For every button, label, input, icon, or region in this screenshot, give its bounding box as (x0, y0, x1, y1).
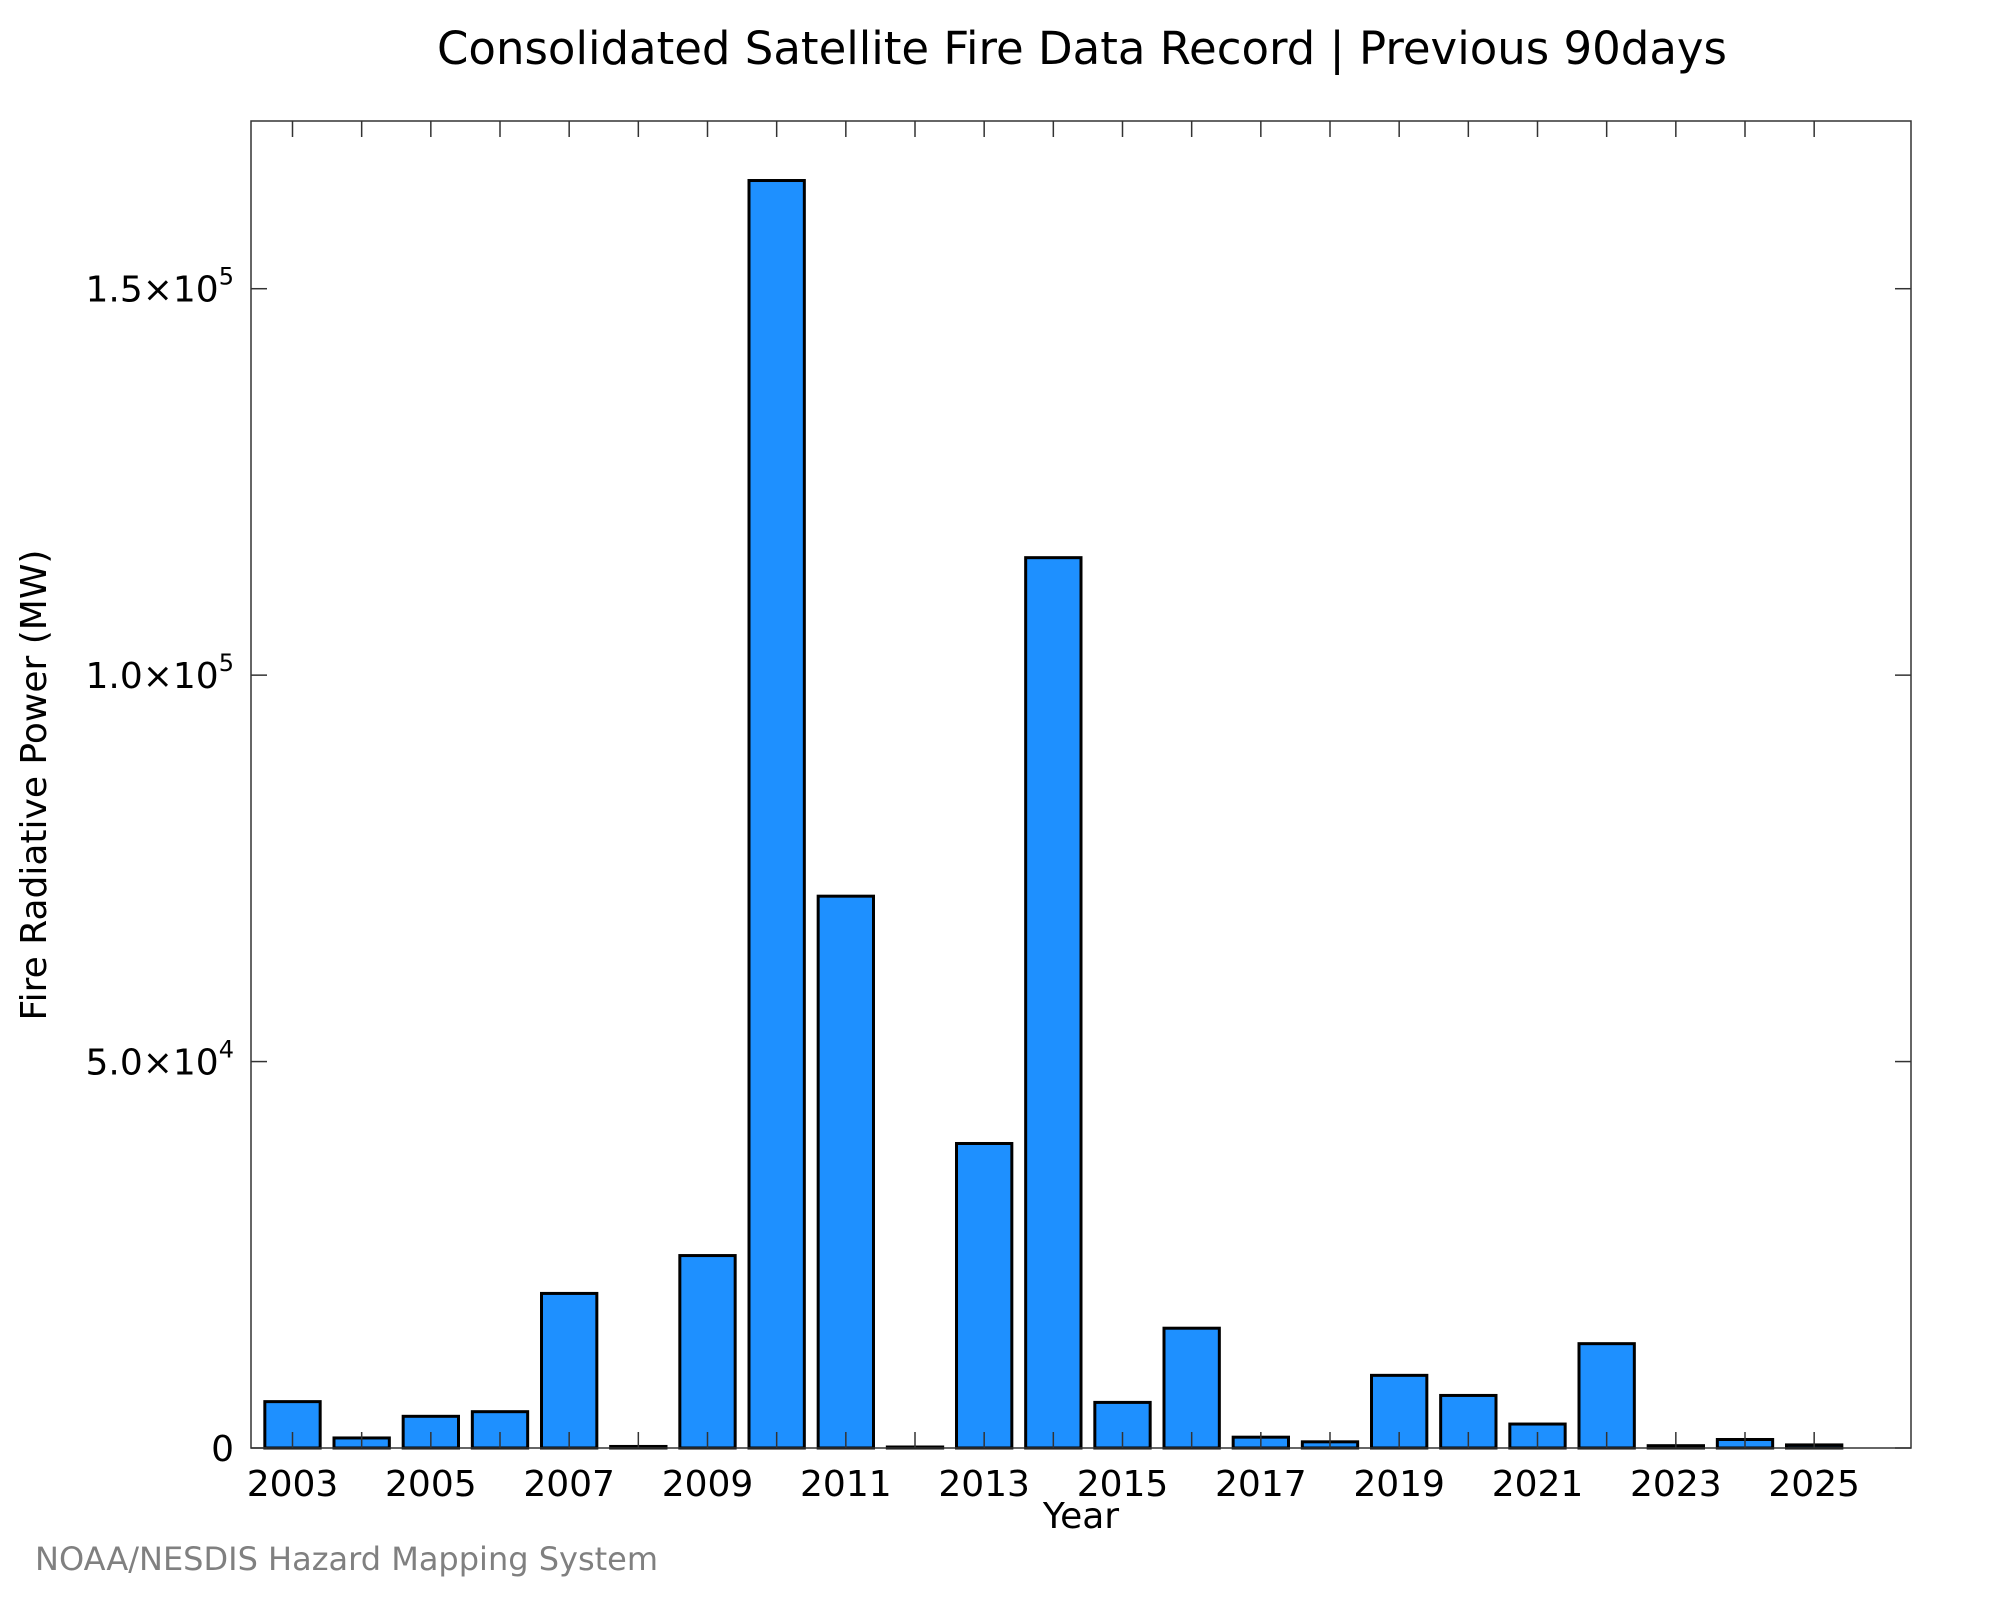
bar-2009 (678, 1254, 737, 1450)
bar-2020 (1439, 1393, 1498, 1450)
y-tick-label: 1.0×105 (85, 649, 234, 697)
x-tick-label: 2023 (1630, 1464, 1722, 1505)
bar-2022 (1577, 1342, 1636, 1450)
bar-2015 (1093, 1400, 1152, 1450)
bar-2014 (1024, 556, 1083, 1450)
source-note: NOAA/NESDIS Hazard Mapping System (35, 1540, 658, 1578)
bar-2010 (747, 179, 806, 1450)
x-axis-label: Year (1042, 1496, 1119, 1537)
x-tick-label: 2009 (662, 1464, 754, 1505)
x-tick-label: 2005 (385, 1464, 477, 1505)
x-tick-label: 2019 (1353, 1464, 1445, 1505)
x-tick-label: 2003 (247, 1464, 339, 1505)
bar-2011 (816, 894, 876, 1450)
y-axis-label: Fire Radiative Power (MW) (14, 550, 55, 1021)
y-tick-label: 1.5×105 (85, 263, 234, 311)
x-tick-label: 2021 (1492, 1464, 1584, 1505)
ticks-layer: 2003 2005 2007 2009 2011 2013 2015 2017 2019 2021… (85, 121, 1911, 1505)
y-tick-label: 0 (211, 1429, 234, 1470)
plot-frame (250, 120, 1912, 1449)
x-tick-label: 2025 (1768, 1464, 1860, 1505)
chart-title: Consolidated Satellite Fire Data Record … (437, 22, 1727, 75)
x-tick-label: 2007 (523, 1464, 615, 1505)
x-tick-label: 2015 (1077, 1464, 1169, 1505)
bar-2007 (540, 1291, 599, 1450)
x-tick-label: 2011 (800, 1464, 892, 1505)
bar-2016 (1162, 1326, 1221, 1450)
x-tick-label: 2013 (938, 1464, 1030, 1505)
bar-2013 (955, 1141, 1014, 1450)
bars-layer (263, 179, 1844, 1450)
x-tick-label: 2017 (1215, 1464, 1307, 1505)
y-tick-label: 5.0×104 (85, 1036, 234, 1084)
